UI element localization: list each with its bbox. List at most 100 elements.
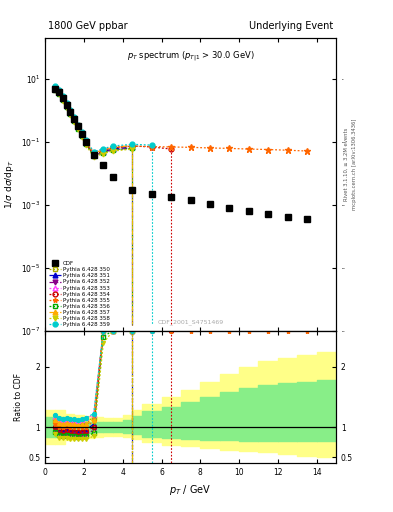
Pythia 6.428 355 [84, 139, 88, 145]
Pythia 6.428 351 [68, 110, 73, 116]
Line: Pythia 6.428 350: Pythia 6.428 350 [52, 85, 135, 155]
Pythia 6.428 358 [57, 91, 61, 97]
Pythia 6.428 353 [72, 115, 77, 121]
Pythia 6.428 354 [169, 146, 174, 152]
Pythia 6.428 350 [101, 147, 106, 153]
CDF [169, 194, 174, 200]
Pythia 6.428 357 [84, 138, 88, 144]
Pythia 6.428 355 [246, 146, 251, 152]
Pythia 6.428 356 [84, 141, 88, 147]
Pythia 6.428 353 [91, 149, 96, 155]
Pythia 6.428 356 [57, 91, 61, 97]
Pythia 6.428 350 [130, 143, 135, 149]
Pythia 6.428 353 [130, 142, 135, 148]
Pythia 6.428 355 [68, 109, 73, 115]
Pythia 6.428 356 [80, 133, 84, 139]
CDF [130, 187, 135, 193]
Pythia 6.428 352 [111, 146, 116, 153]
Pythia 6.428 353 [101, 146, 106, 153]
Pythia 6.428 354 [149, 144, 154, 150]
Pythia 6.428 355 [266, 146, 270, 153]
Pythia 6.428 355 [130, 143, 135, 149]
Pythia 6.428 359 [64, 100, 69, 106]
Pythia 6.428 352 [101, 150, 106, 156]
Pythia 6.428 357 [101, 146, 106, 153]
Pythia 6.428 355 [64, 102, 69, 108]
Pythia 6.428 356 [76, 125, 81, 132]
Pythia 6.428 350 [64, 101, 69, 108]
Pythia 6.428 359 [84, 137, 88, 143]
Pythia 6.428 359 [68, 108, 73, 114]
Pythia 6.428 352 [60, 97, 65, 103]
Pythia 6.428 359 [111, 143, 116, 149]
Pythia 6.428 354 [60, 96, 65, 102]
Pythia 6.428 354 [64, 103, 69, 109]
CDF [101, 162, 106, 168]
CDF [84, 139, 88, 145]
Pythia 6.428 355 [91, 150, 96, 156]
CDF [60, 95, 65, 101]
Pythia 6.428 359 [91, 149, 96, 155]
Y-axis label: 1/$\sigma$ d$\sigma$/dp$_T$: 1/$\sigma$ d$\sigma$/dp$_T$ [2, 160, 15, 209]
Pythia 6.428 352 [72, 117, 77, 123]
Pythia 6.428 355 [285, 147, 290, 153]
Pythia 6.428 352 [76, 125, 81, 131]
Pythia 6.428 352 [53, 86, 57, 92]
Pythia 6.428 353 [60, 94, 65, 100]
Pythia 6.428 358 [72, 119, 77, 125]
Pythia 6.428 351 [72, 117, 77, 123]
Pythia 6.428 359 [57, 87, 61, 93]
Pythia 6.428 357 [53, 84, 57, 90]
Pythia 6.428 354 [76, 124, 81, 131]
Pythia 6.428 354 [91, 152, 96, 158]
CDF [76, 123, 81, 130]
Pythia 6.428 355 [188, 144, 193, 151]
X-axis label: $p_T$ / GeV: $p_T$ / GeV [169, 483, 212, 497]
Pythia 6.428 350 [80, 130, 84, 136]
Line: CDF: CDF [51, 86, 310, 223]
Pythia 6.428 350 [84, 138, 88, 144]
Text: Underlying Event: Underlying Event [249, 21, 333, 31]
Pythia 6.428 352 [57, 90, 61, 96]
Pythia 6.428 358 [130, 146, 135, 152]
CDF [91, 152, 96, 158]
Pythia 6.428 355 [149, 143, 154, 150]
CDF [227, 205, 232, 211]
Pythia 6.428 350 [53, 84, 57, 91]
Pythia 6.428 354 [53, 86, 57, 92]
Pythia 6.428 354 [101, 148, 106, 154]
Pythia 6.428 357 [57, 88, 61, 94]
Pythia 6.428 358 [91, 154, 96, 160]
Pythia 6.428 354 [80, 132, 84, 138]
Text: $p_T$ spectrum ($p_{T|1}$ > 30.0 GeV): $p_T$ spectrum ($p_{T|1}$ > 30.0 GeV) [127, 50, 255, 64]
Pythia 6.428 359 [53, 83, 57, 89]
Pythia 6.428 354 [57, 90, 61, 96]
Pythia 6.428 351 [91, 151, 96, 157]
Pythia 6.428 359 [72, 114, 77, 120]
Pythia 6.428 356 [130, 145, 135, 152]
Pythia 6.428 359 [60, 93, 65, 99]
Pythia 6.428 355 [57, 89, 61, 95]
Pythia 6.428 354 [111, 145, 116, 151]
CDF [72, 116, 77, 122]
Pythia 6.428 353 [68, 108, 73, 114]
Y-axis label: Ratio to CDF: Ratio to CDF [14, 373, 23, 421]
Pythia 6.428 351 [130, 144, 135, 150]
Pythia 6.428 357 [91, 150, 96, 156]
CDF [246, 208, 251, 214]
Pythia 6.428 350 [111, 145, 116, 151]
Pythia 6.428 353 [111, 144, 116, 151]
Pythia 6.428 359 [130, 141, 135, 147]
Pythia 6.428 355 [305, 148, 309, 154]
Pythia 6.428 352 [91, 152, 96, 158]
Line: Pythia 6.428 355: Pythia 6.428 355 [52, 85, 310, 156]
Pythia 6.428 356 [111, 147, 116, 153]
Pythia 6.428 355 [76, 123, 81, 130]
Pythia 6.428 351 [101, 148, 106, 155]
Pythia 6.428 358 [64, 104, 69, 111]
Pythia 6.428 358 [53, 88, 57, 94]
Pythia 6.428 357 [68, 109, 73, 115]
Pythia 6.428 351 [84, 140, 88, 146]
Pythia 6.428 357 [76, 123, 81, 129]
Pythia 6.428 359 [101, 145, 106, 152]
